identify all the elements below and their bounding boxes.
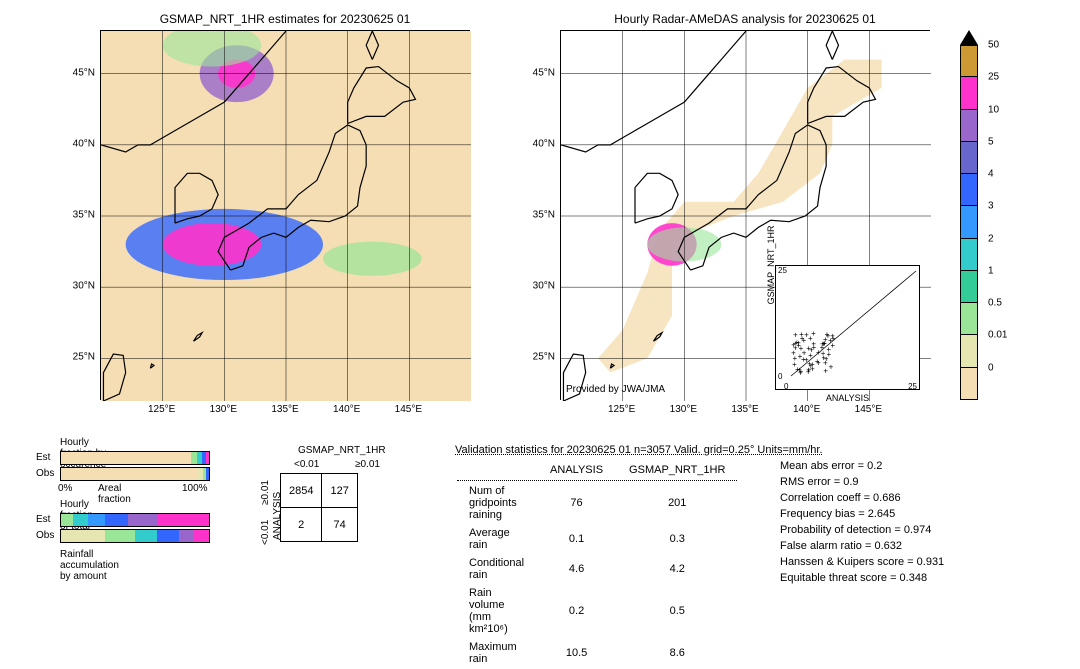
contingency-rowhdr: ≥0.01 [260,480,271,505]
colorbar-tick: 2 [988,233,994,244]
xtick: 135°E [271,404,298,415]
colorbar-seg [960,45,978,77]
contingency-colhdr: <0.01 [294,459,319,470]
colorbar-seg [960,368,978,400]
left-map-title: GSMAP_NRT_1HR estimates for 20230625 01 [100,12,470,26]
colorbar-seg [960,142,978,174]
stat-line: False alarm ratio = 0.632 [780,540,944,552]
stat-line: Mean abs error = 0.2 [780,460,944,472]
colorbar-seg [960,335,978,367]
fraction-row-label: Est [36,514,50,525]
stat-line: Frequency bias = 2.645 [780,508,944,520]
colorbar-tick: 5 [988,136,994,147]
svg-text:+: + [793,330,798,339]
colorbar-tick: 10 [988,104,999,115]
right-map-title: Hourly Radar-AMeDAS analysis for 2023062… [560,12,930,26]
ytick: 35°N [520,210,555,221]
xtick: 145°E [395,404,422,415]
root: GSMAP_NRT_1HR estimates for 20230625 01 … [0,0,1080,612]
ytick: 35°N [60,210,95,221]
xtick: 130°E [670,404,697,415]
scatter-inset: ++++++++++++++++++++++++++++++++++++++++… [775,265,920,390]
scatter-ylabel: GSMAP_NRT_1HR [766,225,776,304]
svg-text:+: + [821,349,826,358]
colorbar-tick: 3 [988,201,994,212]
svg-text:+: + [791,348,796,357]
contingency-title: GSMAP_NRT_1HR [298,445,386,456]
xtick: 125°E [148,404,175,415]
fraction-bar [60,467,210,481]
fraction-row-label: Est [36,452,50,463]
ytick: 45°N [60,67,95,78]
fraction-axis-label: Areal fraction [98,483,131,505]
fraction-bar [60,513,210,527]
svg-text:+: + [823,366,828,375]
svg-text:+: + [798,352,803,361]
colorbar: 502510543210.50.010 [960,30,978,400]
map-attribution: Provided by JWA/JMA [566,384,665,395]
colorbar-seg [960,110,978,142]
colorbar-seg [960,303,978,335]
colorbar-tick: 0 [988,362,994,373]
fraction-row-label: Obs [36,468,54,479]
colorbar-tick: 1 [988,265,994,276]
svg-text:+: + [815,357,820,366]
colorbar-seg [960,239,978,271]
stat-line: Hanssen & Kuipers score = 0.931 [780,556,944,568]
ytick: 25°N [60,352,95,363]
xtick: 140°E [793,404,820,415]
xtick: 125°E [608,404,635,415]
fraction-bar [60,529,210,543]
ytick: 30°N [520,281,555,292]
colorbar-tick: 50 [988,40,999,51]
contingency-colhdr: ≥0.01 [355,459,380,470]
fraction-bar [60,451,210,465]
fraction-axis-100: 100% [182,483,208,494]
xtick: 135°E [731,404,758,415]
left-map [100,30,470,400]
stat-line: Probability of detection = 0.974 [780,524,944,536]
xtick: 130°E [210,404,237,415]
ytick: 40°N [60,138,95,149]
colorbar-seg [960,271,978,303]
svg-text:+: + [807,365,812,374]
colorbar-tick: 0.01 [988,330,1007,341]
svg-text:+: + [825,330,830,339]
scatter-xlabel: ANALYSIS [776,393,919,403]
ytick: 45°N [520,67,555,78]
fraction-axis-0: 0% [58,483,72,494]
stats-table-grid: ANALYSISGSMAP_NRT_1HRNum of gridpoints r… [455,460,739,669]
ytick: 25°N [520,352,555,363]
stat-line: Equitable threat score = 0.348 [780,572,944,584]
colorbar-seg [960,77,978,109]
xtick: 140°E [333,404,360,415]
contingency-rowaxis: ANALYSIS [272,492,283,540]
svg-text:+: + [801,336,806,345]
stat-line: Correlation coeff = 0.686 [780,492,944,504]
ytick: 30°N [60,281,95,292]
colorbar-tick: 0.5 [988,298,1002,309]
validation-header: Validation statistics for 20230625 01 n=… [455,444,1035,456]
fraction-title: Rainfall accumulation by amount [60,549,119,582]
svg-text:+: + [799,367,804,376]
xtick: 145°E [855,404,882,415]
stats-list: Mean abs error = 0.2 RMS error = 0.9 Corre… [780,460,944,588]
colorbar-tick: 4 [988,169,994,180]
colorbar-tick: 25 [988,72,999,83]
colorbar-seg [960,206,978,238]
colorbar-arrow [960,30,978,45]
colorbar-seg [960,174,978,206]
stat-line: RMS error = 0.9 [780,476,944,488]
svg-text:+: + [811,340,816,349]
ytick: 40°N [520,138,555,149]
contingency-rowhdr: <0.01 [260,520,271,545]
fraction-row-label: Obs [36,530,54,541]
svg-text:+: + [829,362,834,371]
contingency-cells: 2854127274 [280,473,358,542]
